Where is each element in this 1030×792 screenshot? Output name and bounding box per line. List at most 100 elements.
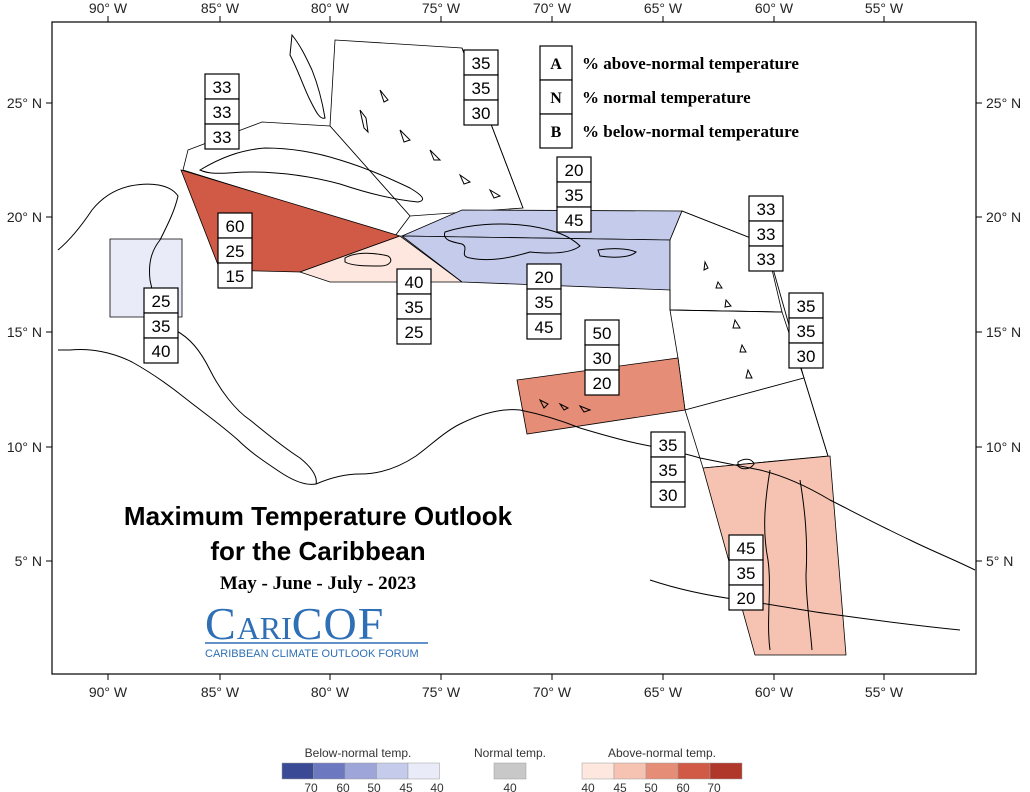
prob-value: 35 — [565, 186, 584, 205]
lat-labels-left: 25° N 20° N 15° N 10° N 5° N — [7, 95, 42, 569]
colorbar-swatch — [407, 762, 440, 780]
prob-value: 20 — [737, 589, 756, 608]
lon-label: 80° W — [311, 0, 350, 16]
lon-label: 85° W — [201, 684, 240, 700]
key-letter-normal: N — [550, 90, 562, 107]
prob-box-hispaniola-south: 20 35 45 — [526, 263, 562, 340]
colorbar-tick-label: 60 — [676, 781, 690, 792]
colorbar: Below-normal temp. Normal temp. Above-no… — [281, 746, 743, 792]
colorbar-tick-label: 70 — [304, 781, 318, 792]
colorbar-normal-swatches — [493, 762, 527, 780]
prob-value: 33 — [213, 78, 232, 97]
prob-value: 20 — [535, 268, 554, 287]
lon-label: 70° W — [533, 684, 572, 700]
colorbar-ticks: 70 60 50 45 40 40 40 45 50 60 70 — [304, 781, 721, 792]
prob-value: 35 — [659, 436, 678, 455]
prob-value: 35 — [737, 564, 756, 583]
prob-value: 33 — [213, 128, 232, 147]
colorbar-swatch — [581, 762, 615, 780]
key-desc-above: % above-normal temperature — [582, 54, 799, 73]
prob-value: 30 — [472, 104, 491, 123]
lat-label: 5° N — [986, 553, 1013, 569]
prob-value: 30 — [593, 349, 612, 368]
colorbar-tick-label: 40 — [430, 781, 444, 792]
colorbar-tick-label: 60 — [336, 781, 350, 792]
lon-label: 90° W — [89, 684, 128, 700]
prob-value: 45 — [535, 318, 554, 337]
prob-value: 45 — [737, 539, 756, 558]
prob-value: 30 — [659, 486, 678, 505]
key-letter-above: A — [550, 56, 562, 73]
prob-value: 15 — [226, 267, 245, 286]
prob-value: 30 — [797, 347, 816, 366]
lon-labels-top: 90° W 85° W 80° W 75° W 70° W 65° W 60° … — [89, 0, 904, 16]
coastlines — [57, 33, 976, 651]
probability-key: A % above-normal temperature N % normal … — [539, 45, 799, 149]
prob-value: 25 — [226, 242, 245, 261]
key-letter-below: B — [551, 124, 562, 141]
lat-label: 15° N — [7, 324, 42, 340]
lon-label: 85° W — [201, 0, 240, 16]
prob-value: 25 — [152, 292, 171, 311]
colorbar-below-swatches — [281, 762, 440, 780]
prob-value: 40 — [405, 273, 424, 292]
prob-value: 35 — [797, 297, 816, 316]
prob-value: 20 — [565, 161, 584, 180]
colorbar-tick-label: 45 — [399, 781, 413, 792]
prob-value: 50 — [593, 324, 612, 343]
prob-box-east: 35 35 30 — [788, 292, 824, 369]
colorbar-normal-title: Normal temp. — [474, 746, 546, 760]
prob-box-northwest: 33 33 33 — [204, 73, 240, 150]
colorbar-swatch — [613, 762, 647, 780]
colorbar-tick-label: 45 — [613, 781, 627, 792]
lat-label: 10° N — [986, 439, 1021, 455]
lon-label: 60° W — [755, 684, 794, 700]
caricof-logo: CARICOF CARIBBEAN CLIMATE OUTLOOK FORUM — [205, 598, 428, 660]
lon-label: 65° W — [644, 0, 683, 16]
prob-value: 35 — [405, 298, 424, 317]
prob-box-western: 60 25 15 — [217, 212, 253, 289]
colorbar-tick-label: 40 — [581, 781, 595, 792]
colorbar-swatch — [677, 762, 711, 780]
colorbar-tick-label: 50 — [644, 781, 658, 792]
lat-label: 25° N — [986, 95, 1021, 111]
colorbar-tick-label: 40 — [503, 781, 517, 792]
region-northwest — [182, 121, 411, 237]
lat-label: 20° N — [7, 209, 42, 225]
colorbar-above-swatches — [581, 762, 743, 780]
key-desc-normal: % normal temperature — [582, 88, 751, 107]
lon-label: 65° W — [644, 684, 683, 700]
prob-box-jamaica: 40 35 25 — [396, 268, 432, 345]
logo-subtitle: CARIBBEAN CLIMATE OUTLOOK FORUM — [205, 648, 419, 660]
map-title-line2: for the Caribbean — [210, 536, 425, 566]
prob-box-trinidad: 35 35 30 — [650, 431, 686, 508]
lon-label: 75° W — [422, 0, 461, 16]
lat-label: 15° N — [986, 324, 1021, 340]
logo-wordmark: CARICOF — [205, 598, 384, 649]
prob-value: 20 — [593, 374, 612, 393]
lon-label: 75° W — [422, 684, 461, 700]
prob-value: 45 — [565, 211, 584, 230]
lon-label: 80° W — [311, 684, 350, 700]
prob-value: 25 — [405, 323, 424, 342]
prob-value: 35 — [472, 54, 491, 73]
map-ticks — [46, 16, 982, 680]
colorbar-above-title: Above-normal temp. — [608, 746, 716, 760]
prob-value: 33 — [757, 225, 776, 244]
prob-value: 35 — [152, 317, 171, 336]
lat-label: 25° N — [7, 95, 42, 111]
map-title: Maximum Temperature Outlook — [124, 501, 513, 531]
prob-boxes: 35 35 30 33 33 33 60 25 15 25 35 40 40 35 25 20 35 45 20 35… — [143, 49, 824, 611]
prob-box-hispaniola-north: 20 35 45 — [556, 156, 592, 233]
key-desc-below: % below-normal temperature — [582, 122, 799, 141]
prob-box-abc-islands: 50 30 20 — [584, 319, 620, 396]
lon-labels-bottom: 90° W 85° W 80° W 75° W 70° W 65° W 60° … — [89, 684, 904, 700]
prob-value: 33 — [757, 200, 776, 219]
prob-box-belize: 25 35 40 — [143, 287, 179, 364]
lon-label: 90° W — [89, 0, 128, 16]
colorbar-below-title: Below-normal temp. — [305, 746, 412, 760]
colorbar-tick-label: 50 — [367, 781, 381, 792]
colorbar-swatch — [493, 762, 527, 780]
prob-box-northeast: 33 33 33 — [748, 195, 784, 272]
prob-box-bahamas: 35 35 30 — [463, 49, 499, 126]
